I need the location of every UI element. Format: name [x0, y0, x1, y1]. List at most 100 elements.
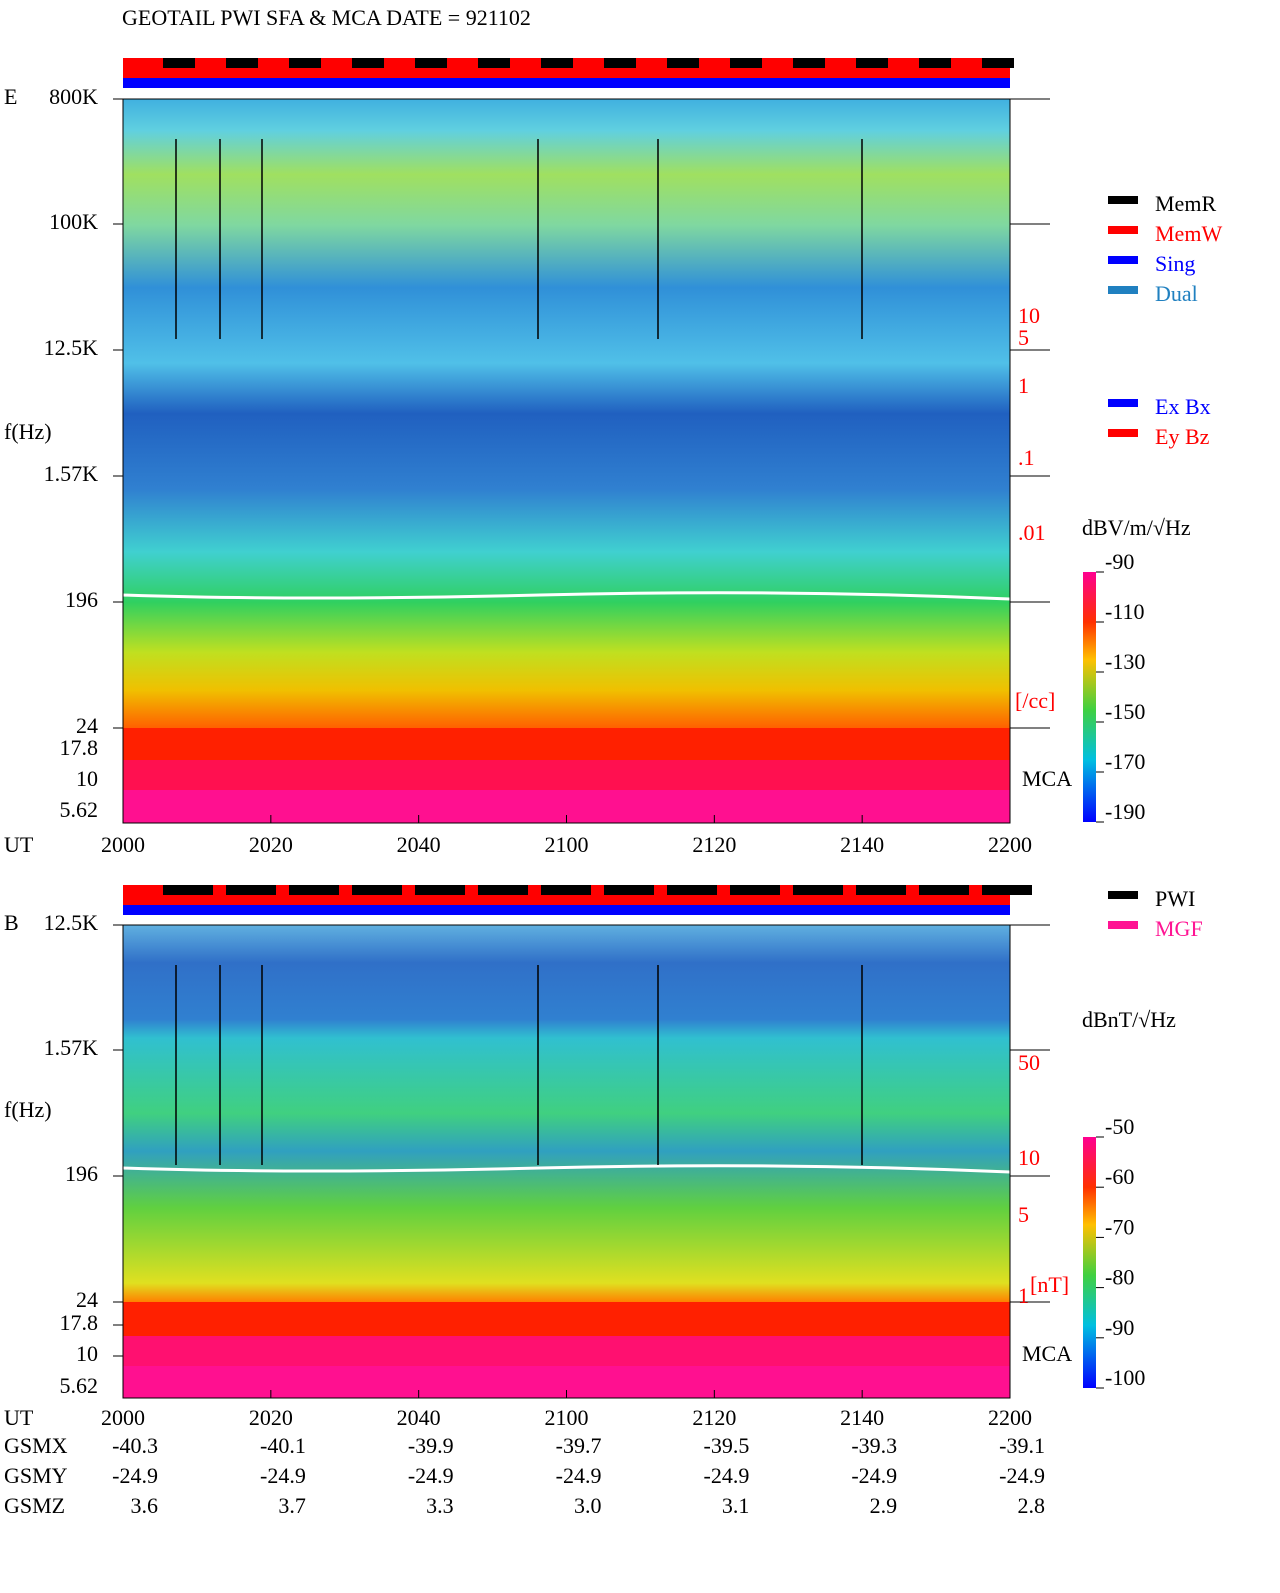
colorbar-tick-label: -170: [1105, 749, 1145, 774]
colorbar-tick-label: -130: [1105, 649, 1145, 674]
status-bar: [415, 885, 465, 895]
orbit-value: -39.7: [556, 1433, 602, 1458]
status-bar: [123, 895, 1010, 905]
legend-label: Ex Bx: [1155, 394, 1211, 419]
density-label: 5: [1018, 325, 1029, 350]
y-tick-label: 800K: [49, 84, 98, 109]
status-bar: [123, 68, 1010, 78]
y-tick-label: 5.62: [60, 797, 99, 822]
spectrogram: [123, 1302, 1010, 1336]
orbit-value: 3.0: [574, 1493, 602, 1518]
y-tick-label: 17.8: [60, 735, 99, 760]
orbit-value: 2.8: [1018, 1493, 1046, 1518]
orbit-value: 2.9: [870, 1493, 898, 1518]
x-tick-label: 2140: [840, 1405, 884, 1430]
legend-label: Dual: [1155, 281, 1198, 306]
y-tick-label: 10: [76, 1341, 98, 1366]
spectrogram: [123, 99, 1010, 728]
status-bar: [982, 58, 1014, 68]
status-bar: [856, 885, 906, 895]
density-label: 1: [1018, 1283, 1029, 1308]
status-bar: [667, 885, 717, 895]
plasma-line: [122, 591, 1011, 601]
panel-label: B: [4, 910, 19, 935]
y-axis-label: f(Hz): [4, 419, 52, 444]
colorbar-tick-label: -50: [1105, 1114, 1134, 1139]
y-tick-label: 24: [76, 1287, 98, 1312]
status-bar: [541, 58, 573, 68]
density-label: 10: [1018, 303, 1040, 328]
x-tick-label: 2020: [249, 1405, 293, 1430]
status-bar: [604, 58, 636, 68]
spectrogram: [123, 925, 1010, 1302]
colorbar: [1083, 1137, 1096, 1388]
legend-swatch: [1108, 226, 1138, 234]
orbit-value: -40.1: [260, 1433, 306, 1458]
colorbar-unit: dBV/m/√Hz: [1082, 515, 1191, 540]
y-tick-label: 12.5K: [44, 910, 99, 935]
status-bar: [352, 58, 384, 68]
density-label: 10: [1018, 1145, 1040, 1170]
orbit-value: -24.9: [999, 1463, 1045, 1488]
colorbar-tick-label: -150: [1105, 699, 1145, 724]
x-tick-label: 2200: [988, 1405, 1032, 1430]
legend-swatch: [1108, 286, 1138, 294]
status-bar: [478, 58, 510, 68]
y-tick-label: 100K: [49, 209, 98, 234]
legend-label: MemW: [1155, 221, 1222, 246]
orbit-value: -24.9: [408, 1463, 454, 1488]
legend-swatch: [1108, 429, 1138, 437]
mca-label: MCA: [1022, 766, 1072, 791]
status-bar: [667, 58, 699, 68]
orbit-name: GSMY: [4, 1463, 68, 1488]
status-bar: [919, 58, 951, 68]
density-label: 1: [1018, 373, 1029, 398]
colorbar-tick-label: -60: [1105, 1164, 1134, 1189]
y-tick-label: 12.5K: [44, 335, 99, 360]
orbit-value: -39.1: [999, 1433, 1045, 1458]
density-unit: [/cc]: [1015, 688, 1055, 713]
y-tick-label: 1.57K: [44, 1035, 99, 1060]
density-label: 5: [1018, 1202, 1029, 1227]
colorbar: [1083, 572, 1096, 822]
orbit-value: 3.6: [131, 1493, 159, 1518]
orbit-value: -39.9: [408, 1433, 454, 1458]
legend-swatch: [1108, 196, 1138, 204]
panel-label: E: [4, 84, 17, 109]
status-bar: [415, 58, 447, 68]
orbit-name: GSMX: [4, 1433, 68, 1458]
status-bar: [123, 78, 1010, 88]
orbit-value: -24.9: [556, 1463, 602, 1488]
legend-swatch: [1108, 399, 1138, 407]
orbit-value: 3.7: [278, 1493, 306, 1518]
status-bar: [226, 885, 276, 895]
plasma-line: [122, 1164, 1011, 1174]
colorbar-tick-label: -70: [1105, 1214, 1134, 1239]
y-tick-label: 5.62: [60, 1373, 99, 1398]
density-label: 50: [1018, 1050, 1040, 1075]
y-tick-label: 196: [65, 587, 98, 612]
status-bar: [478, 885, 528, 895]
y-tick-label: 10: [76, 766, 98, 791]
x-tick-label: 2100: [545, 1405, 589, 1430]
colorbar-tick-label: -190: [1105, 799, 1145, 824]
orbit-value: 3.1: [722, 1493, 750, 1518]
mca-label: MCA: [1022, 1341, 1072, 1366]
status-bar: [289, 58, 321, 68]
legend-label: MemR: [1155, 191, 1216, 216]
legend-label: PWI: [1155, 886, 1195, 911]
status-bar: [163, 58, 195, 68]
x-tick-label: 2020: [249, 832, 293, 857]
spectrogram: [123, 760, 1010, 790]
x-tick-label: 2200: [988, 832, 1032, 857]
status-bar: [793, 885, 843, 895]
y-tick-label: 196: [65, 1161, 98, 1186]
orbit-value: -24.9: [112, 1463, 158, 1488]
orbit-value: 3.3: [426, 1493, 454, 1518]
x-axis-label: UT: [4, 832, 34, 857]
status-bar: [730, 58, 762, 68]
status-bar: [352, 885, 402, 895]
legend-label: MGF: [1155, 916, 1203, 941]
status-bar: [604, 885, 654, 895]
